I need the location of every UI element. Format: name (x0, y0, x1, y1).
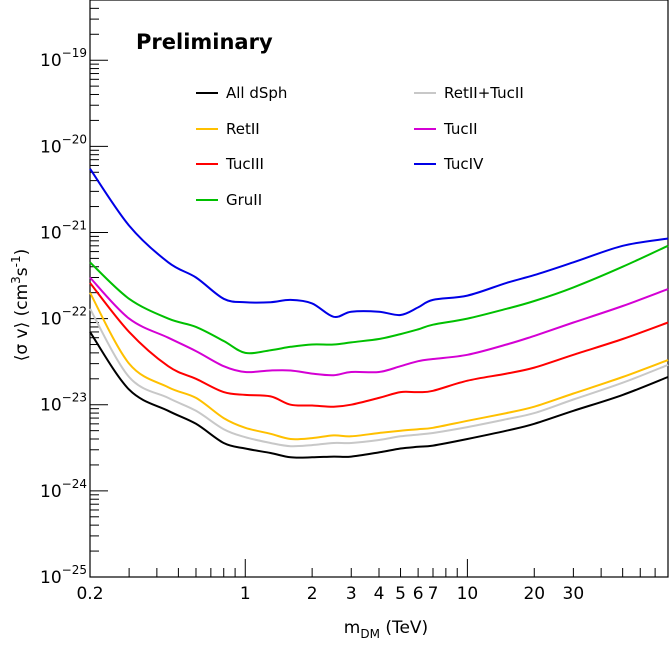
x-tick-label: 6 (413, 584, 424, 604)
x-tick-label: 4 (374, 584, 385, 604)
x-tick-label: 5 (395, 584, 406, 604)
y-axis-title-mid: s (12, 267, 32, 276)
x-tick-label: 0.2 (76, 584, 103, 604)
x-axis-title-main: m (344, 618, 361, 638)
y-tick-label: 10−21 (40, 218, 87, 243)
x-tick-label: 20 (523, 584, 545, 604)
y-axis-title: ⟨σ v⟩ (cm3s-1) (9, 249, 32, 362)
legend-label-tucii: TucII (443, 120, 478, 138)
series-line-tuciv (89, 168, 669, 319)
plot-frame (89, 0, 669, 578)
x-tick-label: 3 (346, 584, 357, 604)
y-axis-title-post: ) (12, 249, 32, 256)
series-curves (89, 168, 669, 459)
x-tick-label: 30 (563, 584, 585, 604)
series-line-retii-tucii (89, 308, 669, 448)
y-tick-label: 10−22 (40, 305, 87, 330)
series-line-all-dsph (89, 331, 669, 459)
y-tick-label: 10−24 (40, 477, 87, 502)
x-tick-label: 1 (240, 584, 251, 604)
legend-label-all-dsph: All dSph (226, 84, 287, 102)
legend: All dSph RetII TucIII GruII RetII+TucII TucII… (196, 84, 524, 209)
axis-ticks: 0.2 1 2 3 4 5 6 7 10 20 30 10−25 10−24 10−23 10−22 10−2… (40, 0, 669, 604)
preliminary-annotation: Preliminary (136, 30, 273, 54)
x-tick-label: 7 (428, 584, 439, 604)
series-line-gruii (89, 244, 669, 355)
series-line-tucii (89, 276, 669, 377)
x-tick-label: 2 (307, 584, 318, 604)
x-axis-title-rest: (TeV) (380, 618, 428, 638)
x-tick-label: 10 (457, 584, 479, 604)
y-tick-label: 10−19 (40, 46, 87, 71)
y-tick-label: 10−25 (40, 563, 87, 588)
series-line-retii (89, 292, 669, 441)
legend-label-gruii: GruII (226, 191, 262, 209)
y-axis-title-pre: ⟨σ v⟩ (cm (12, 284, 32, 361)
y-tick-label: 10−20 (40, 132, 87, 157)
legend-label-retii-tucii: RetII+TucII (444, 84, 524, 102)
y-axis-title-sup1: 3 (9, 276, 23, 284)
y-tick-label: 10−23 (40, 391, 87, 416)
legend-label-retii: RetII (226, 120, 260, 138)
series-line-tuciii (89, 282, 669, 408)
x-axis-title-sub: DM (360, 627, 380, 641)
legend-label-tuciii: TucIII (225, 155, 264, 173)
x-axis-title: mDM (TeV) (344, 618, 428, 641)
legend-label-tuciv: TucIV (443, 155, 484, 173)
y-axis-title-sup2: -1 (9, 255, 23, 267)
